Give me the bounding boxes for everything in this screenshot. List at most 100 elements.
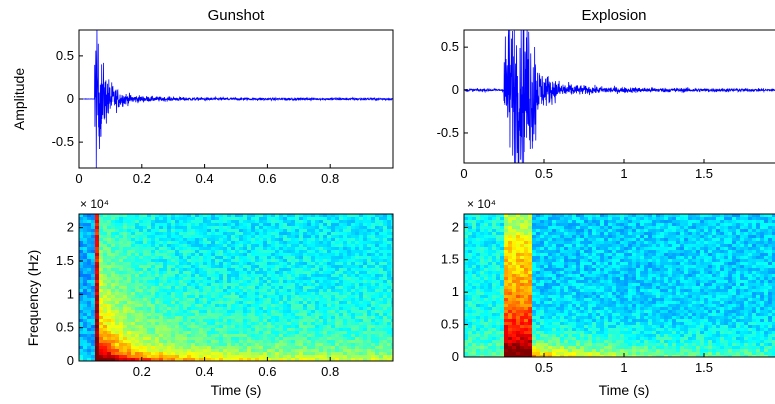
spectrogram-cell xyxy=(147,304,152,308)
spectrogram-cell xyxy=(87,235,92,239)
spectrogram-cell xyxy=(251,229,256,233)
spectrogram-cell xyxy=(231,352,236,356)
spectrogram-cell xyxy=(351,277,356,281)
spectrogram-cell xyxy=(371,355,376,359)
spectrogram-cell xyxy=(311,220,316,224)
spectrogram-cell xyxy=(363,241,368,245)
spectrogram-cell xyxy=(107,304,112,308)
spectrogram-cell xyxy=(263,349,268,353)
spectrogram-cell xyxy=(119,295,124,299)
spectrogram-cell xyxy=(131,232,136,236)
spectrogram-cell xyxy=(287,238,292,242)
spectrogram-cell xyxy=(283,289,288,293)
spectrogram-cell xyxy=(472,301,477,305)
spectrogram-cell xyxy=(488,343,493,347)
spectrogram-cell xyxy=(387,235,392,239)
spectrogram-cell xyxy=(544,349,549,353)
spectrogram-cell xyxy=(191,319,196,323)
spectrogram-cell xyxy=(123,328,128,332)
spectrogram-cell xyxy=(107,298,112,302)
spectrogram-cell xyxy=(371,283,376,287)
spectrogram-cell xyxy=(367,307,372,311)
spectrogram-cell xyxy=(520,265,525,269)
spectrogram-cell xyxy=(355,217,360,221)
spectrogram-cell xyxy=(480,316,485,320)
spectrogram-cell xyxy=(191,349,196,353)
spectrogram-cell xyxy=(335,265,340,269)
spectrogram-cell xyxy=(143,238,148,242)
spectrogram-cell xyxy=(91,334,96,338)
spectrogram-cell xyxy=(147,232,152,236)
spectrogram-cell xyxy=(307,229,312,233)
spectrogram-cell xyxy=(367,214,372,218)
spectrogram-cell xyxy=(504,220,509,224)
spectrogram-cell xyxy=(283,358,288,362)
spectrogram-cell xyxy=(119,232,124,236)
spectrogram-cell xyxy=(255,220,260,224)
spectrogram-cell xyxy=(315,289,320,293)
spectrogram-cell xyxy=(219,352,224,356)
spectrogram-cell xyxy=(99,265,104,269)
spectrogram-cell xyxy=(512,259,517,263)
spectrogram-cell xyxy=(331,220,336,224)
spectrogram-cell xyxy=(480,235,485,239)
spectrogram-cell xyxy=(291,298,296,302)
spectrogram-cell xyxy=(512,352,517,356)
spectrogram-cell xyxy=(311,334,316,338)
spectrogram-cell xyxy=(119,286,124,290)
spectrogram-cell xyxy=(299,226,304,230)
spectrogram-cell xyxy=(143,358,148,362)
spectrogram-cell xyxy=(235,340,240,344)
spectrogram-cell xyxy=(311,343,316,347)
spectrogram-cell xyxy=(343,328,348,332)
spectrogram-cell xyxy=(311,289,316,293)
spectrogram-cell xyxy=(255,262,260,266)
spectrogram-cell xyxy=(516,262,521,266)
spectrogram-cell xyxy=(115,238,120,242)
spectrogram-cell xyxy=(131,343,136,347)
spectrogram-cell xyxy=(283,298,288,302)
spectrogram-cell xyxy=(103,307,108,311)
spectrogram-cell xyxy=(548,289,553,293)
spectrogram-cell xyxy=(319,262,324,266)
spectrogram-cell xyxy=(95,313,100,317)
spectrogram-cell xyxy=(347,268,352,272)
spectrogram-cell xyxy=(107,286,112,290)
spectrogram-cell xyxy=(355,340,360,344)
spectrogram-cell xyxy=(111,316,116,320)
spectrogram-cell xyxy=(107,346,112,350)
spectrogram-cell xyxy=(287,226,292,230)
spectrogram-cell xyxy=(263,295,268,299)
spectrogram-cell xyxy=(115,220,120,224)
spectrogram-cell xyxy=(203,295,208,299)
spectrogram-cell xyxy=(371,295,376,299)
spectrogram-cell xyxy=(239,325,244,329)
spectrogram-cell xyxy=(283,331,288,335)
spectrogram-cell xyxy=(119,352,124,356)
spectrogram-cell xyxy=(335,214,340,218)
spectrogram-cell xyxy=(123,301,128,305)
spectrogram-cell xyxy=(79,286,84,290)
spectrogram-cell xyxy=(223,220,228,224)
spectrogram-cell xyxy=(183,301,188,305)
spectrogram-cell xyxy=(335,346,340,350)
spectrogram-cell xyxy=(107,244,112,248)
spectrogram-cell xyxy=(223,268,228,272)
spectrogram-cell xyxy=(379,250,384,254)
spectrogram-cell xyxy=(279,304,284,308)
spectrogram-cell xyxy=(520,346,525,350)
spectrogram-cell xyxy=(516,301,521,305)
spectrogram-cell xyxy=(351,253,356,257)
spectrogram-cell xyxy=(516,241,521,245)
spectrogram-cell xyxy=(163,301,168,305)
spectrogram-cell xyxy=(123,217,128,221)
spectrogram-cell xyxy=(528,319,533,323)
spectrogram-cell xyxy=(191,289,196,293)
spectrogram-cell xyxy=(127,298,132,302)
spectrogram-cell xyxy=(195,289,200,293)
spectrogram-cell xyxy=(207,310,212,314)
spectrogram-cell xyxy=(151,229,156,233)
spectrogram-cell xyxy=(107,295,112,299)
spectrogram-cell xyxy=(540,250,545,254)
spectrogram-cell xyxy=(343,331,348,335)
